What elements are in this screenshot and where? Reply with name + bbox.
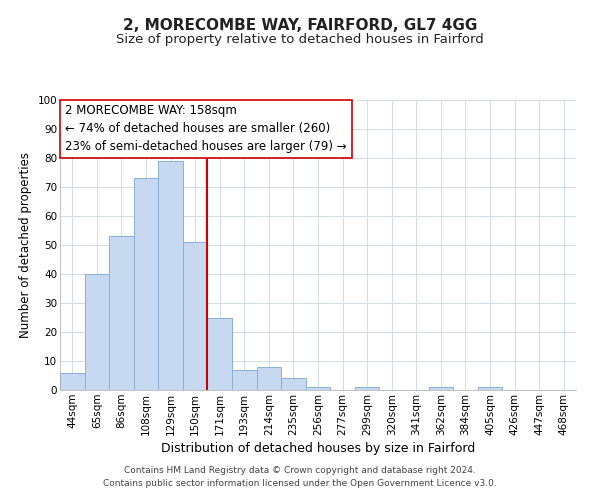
Bar — [306, 387, 330, 390]
Text: 2 MORECOMBE WAY: 158sqm
← 74% of detached houses are smaller (260)
23% of semi-d: 2 MORECOMBE WAY: 158sqm ← 74% of detache… — [65, 104, 347, 154]
Bar — [355, 387, 379, 390]
Bar — [281, 378, 306, 390]
Bar — [232, 370, 257, 390]
Bar — [60, 372, 85, 390]
Text: Contains HM Land Registry data © Crown copyright and database right 2024.
Contai: Contains HM Land Registry data © Crown c… — [103, 466, 497, 487]
Bar — [183, 242, 208, 390]
Text: Size of property relative to detached houses in Fairford: Size of property relative to detached ho… — [116, 32, 484, 46]
Y-axis label: Number of detached properties: Number of detached properties — [19, 152, 32, 338]
Text: 2, MORECOMBE WAY, FAIRFORD, GL7 4GG: 2, MORECOMBE WAY, FAIRFORD, GL7 4GG — [123, 18, 477, 32]
Bar — [257, 367, 281, 390]
X-axis label: Distribution of detached houses by size in Fairford: Distribution of detached houses by size … — [161, 442, 475, 455]
Bar — [85, 274, 109, 390]
Bar — [158, 161, 183, 390]
Bar — [109, 236, 134, 390]
Bar — [428, 387, 453, 390]
Bar — [208, 318, 232, 390]
Bar — [478, 387, 502, 390]
Bar — [134, 178, 158, 390]
